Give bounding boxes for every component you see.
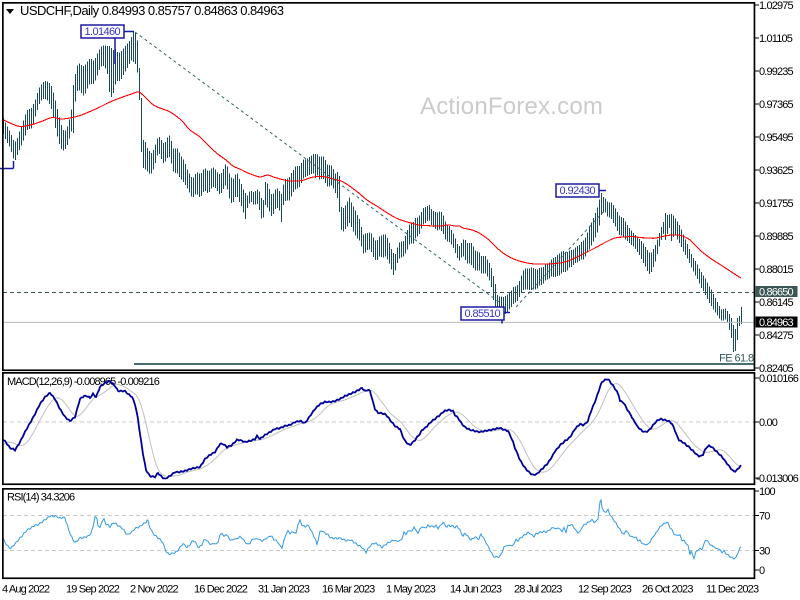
svg-text:31 Jan 2023: 31 Jan 2023	[258, 584, 310, 596]
svg-text:0.010166: 0.010166	[759, 373, 799, 385]
svg-text:0.95495: 0.95495	[759, 132, 794, 144]
svg-text:2 Nov 2022: 2 Nov 2022	[130, 584, 178, 596]
svg-text:0.91755: 0.91755	[759, 198, 794, 210]
svg-text:4 Aug 2022: 4 Aug 2022	[2, 584, 50, 596]
svg-text:MACD(12,26,9) -0.008965 -0.009: MACD(12,26,9) -0.008965 -0.009216	[7, 376, 160, 388]
svg-text:0.99235: 0.99235	[759, 66, 794, 78]
svg-text:0.00: 0.00	[759, 417, 778, 429]
svg-text:16 Mar 2023: 16 Mar 2023	[322, 584, 375, 596]
svg-text:0.84963: 0.84963	[759, 317, 794, 329]
svg-text:0.89885: 0.89885	[759, 231, 794, 243]
svg-text:1 May 2023: 1 May 2023	[386, 584, 436, 596]
svg-text:30: 30	[759, 546, 770, 558]
svg-text:0.84275: 0.84275	[759, 330, 794, 342]
svg-text:16 Dec 2022: 16 Dec 2022	[194, 584, 248, 596]
svg-text:ActionForex.com: ActionForex.com	[420, 93, 603, 120]
svg-text:0: 0	[759, 565, 765, 577]
svg-text:0.86145: 0.86145	[759, 297, 794, 309]
svg-text:70: 70	[759, 511, 770, 523]
svg-text:1.01105: 1.01105	[759, 33, 793, 45]
svg-text:100: 100	[759, 486, 776, 498]
svg-text:0.92430: 0.92430	[560, 185, 596, 197]
svg-text:0.93625: 0.93625	[759, 165, 794, 177]
svg-text:0.97365: 0.97365	[759, 99, 794, 111]
svg-text:14 Jun 2023: 14 Jun 2023	[450, 584, 502, 596]
svg-text:12 Sep 2023: 12 Sep 2023	[578, 584, 632, 596]
svg-text:11 Dec 2023: 11 Dec 2023	[706, 584, 759, 596]
svg-text:26 Oct 2023: 26 Oct 2023	[642, 584, 693, 596]
svg-text:0.86650: 0.86650	[759, 286, 794, 298]
svg-text:-0.013006: -0.013006	[756, 473, 799, 485]
svg-text:FE 61.8: FE 61.8	[719, 353, 754, 365]
svg-text:USDCHF,Daily 0.84993 0.85757: USDCHF,Daily 0.84993 0.85757 0.84863 0.8…	[20, 3, 284, 18]
svg-text:1.01460: 1.01460	[85, 26, 121, 38]
svg-text:28 Jul 2023: 28 Jul 2023	[514, 584, 562, 596]
svg-text:0.88015: 0.88015	[759, 264, 794, 276]
svg-text:1.02975: 1.02975	[759, 0, 794, 12]
svg-text:RSI(14) 34.3206: RSI(14) 34.3206	[7, 492, 75, 504]
svg-text:0.85510: 0.85510	[465, 308, 501, 320]
svg-text:19 Sep 2022: 19 Sep 2022	[66, 584, 120, 596]
svg-text:0.82405: 0.82405	[759, 363, 794, 375]
